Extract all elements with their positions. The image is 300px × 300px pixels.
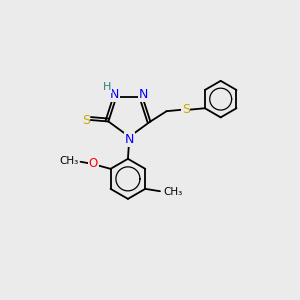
Text: N: N [139,88,148,101]
Text: O: O [89,157,98,170]
Text: H: H [103,82,111,92]
Text: S: S [182,103,190,116]
Text: CH₃: CH₃ [164,188,183,197]
Text: N: N [110,88,120,101]
Text: S: S [82,113,90,127]
Text: N: N [125,133,134,146]
Text: CH₃: CH₃ [59,156,78,166]
